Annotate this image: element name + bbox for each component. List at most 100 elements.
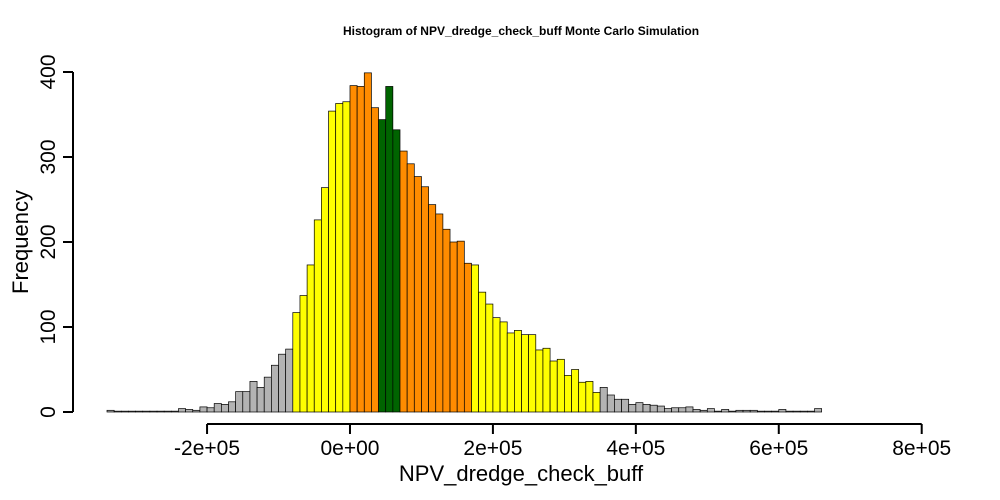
histogram-bar: [549, 360, 558, 413]
x-axis: -2e+05 0e+00 2e+05 4e+05 6e+05 8e+05: [174, 423, 951, 460]
histogram-bar: [592, 392, 601, 413]
histogram-bar: [356, 86, 365, 413]
histogram-bar: [335, 103, 344, 413]
histogram-bar: [585, 381, 594, 413]
histogram-bar: [199, 406, 208, 413]
histogram-bar: [228, 401, 236, 413]
histogram-bar: [807, 410, 815, 413]
histogram-bar: [578, 381, 587, 413]
histogram-bar: [220, 404, 229, 413]
histogram-bar: [678, 407, 687, 413]
histogram-bar: [506, 332, 515, 413]
histogram-bar: [213, 403, 222, 413]
histogram-bar: [528, 334, 537, 413]
histogram-bar: [792, 410, 801, 413]
histogram-bar: [313, 219, 322, 413]
histogram-bar: [706, 408, 715, 413]
histogram-bar: [192, 409, 201, 413]
histogram-bar: [628, 404, 637, 413]
histogram-bar: [514, 330, 522, 413]
histogram-bar: [163, 410, 172, 413]
x-tick-label: 8e+05: [892, 437, 951, 460]
histogram-bar: [442, 228, 451, 413]
histogram-bar: [292, 312, 301, 413]
histogram-bar: [285, 348, 294, 413]
histogram-bar: [456, 240, 465, 413]
histogram-bar: [106, 409, 115, 413]
histogram-bar: [606, 394, 615, 413]
histogram-bar: [321, 187, 329, 413]
histogram-bar: [299, 295, 308, 413]
histogram-bar: [142, 410, 151, 413]
histogram-bar: [742, 409, 751, 413]
histogram-bar: [249, 381, 258, 413]
histogram-bar: [692, 409, 701, 413]
histogram-bar: [306, 264, 315, 413]
histogram-bar: [721, 409, 730, 413]
histogram-bar: [185, 409, 194, 413]
histogram-bar: [671, 407, 680, 413]
histogram-bar: [399, 150, 408, 413]
histogram-bar: [278, 353, 287, 413]
histogram-bar: [499, 321, 508, 413]
histogram-bar: [621, 398, 630, 413]
histogram-bar: [814, 408, 823, 413]
histogram-bar: [349, 85, 358, 413]
histogram-bar: [392, 129, 401, 413]
chart-title: Histogram of NPV_dredge_check_buff Monte…: [343, 24, 699, 38]
histogram-bar: [371, 107, 379, 413]
histogram-bar: [421, 186, 429, 413]
histogram-bar: [342, 101, 351, 413]
histogram-bar: [328, 110, 337, 413]
histogram-bars: [106, 72, 823, 413]
histogram-bar: [535, 349, 544, 413]
histogram-bar: [799, 410, 808, 413]
histogram-bar: [771, 410, 780, 413]
histogram-bar: [699, 409, 708, 413]
histogram-bar: [242, 391, 251, 413]
histogram-bar: [764, 410, 772, 413]
y-tick-label: 300: [37, 139, 60, 174]
histogram-bar: [413, 176, 422, 413]
histogram-bar: [685, 406, 694, 413]
histogram-bar: [449, 241, 458, 413]
histogram-bar: [599, 387, 608, 413]
histogram-bar: [385, 86, 394, 413]
histogram-bar: [206, 407, 215, 413]
histogram-bar: [542, 347, 551, 413]
x-tick-label: -2e+05: [174, 437, 240, 460]
histogram-bar: [428, 204, 437, 413]
histogram-bar: [149, 410, 158, 413]
histogram-bar: [363, 72, 372, 413]
x-tick-label: 2e+05: [463, 437, 522, 460]
x-tick-label: 4e+05: [606, 437, 665, 460]
histogram-bar: [406, 163, 415, 413]
x-tick-label: 6e+05: [749, 437, 808, 460]
y-tick-label: 400: [37, 54, 60, 89]
histogram-bar: [263, 376, 272, 413]
histogram-bar: [128, 410, 136, 413]
histogram-bar: [485, 303, 494, 413]
histogram-bar: [256, 387, 265, 413]
histogram-bar: [178, 408, 186, 413]
histogram-bar: [614, 398, 622, 413]
y-tick-label: 100: [37, 309, 60, 344]
histogram-bar: [564, 375, 572, 413]
histogram-bar: [642, 404, 651, 413]
histogram-bar: [778, 409, 787, 413]
histogram-bar: [635, 402, 644, 413]
histogram-bar: [571, 369, 580, 413]
histogram-bar: [714, 410, 722, 413]
histogram-bar: [756, 410, 765, 413]
histogram-bar: [435, 213, 444, 413]
histogram-bar: [271, 364, 279, 413]
histogram-bar: [664, 408, 672, 413]
histogram-bar: [478, 291, 487, 413]
histogram-bar: [135, 410, 144, 413]
histogram-bar: [113, 410, 122, 413]
histogram-bar: [492, 317, 501, 413]
histogram-bar: [235, 391, 244, 413]
histogram-bar: [556, 358, 565, 413]
histogram-bar: [170, 410, 179, 413]
